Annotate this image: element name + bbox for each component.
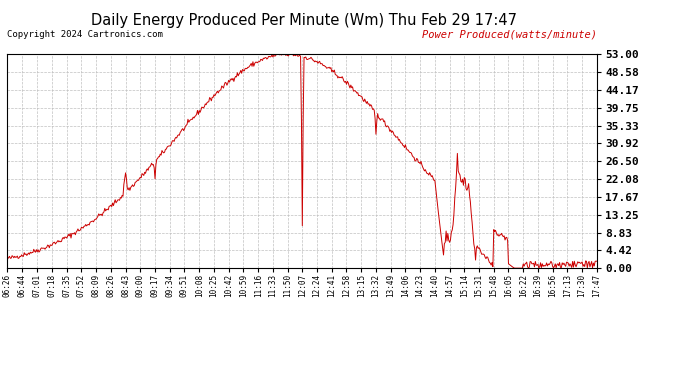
Text: Copyright 2024 Cartronics.com: Copyright 2024 Cartronics.com: [7, 30, 163, 39]
Text: Power Produced(watts/minute): Power Produced(watts/minute): [422, 29, 597, 39]
Text: Daily Energy Produced Per Minute (Wm) Thu Feb 29 17:47: Daily Energy Produced Per Minute (Wm) Th…: [90, 13, 517, 28]
